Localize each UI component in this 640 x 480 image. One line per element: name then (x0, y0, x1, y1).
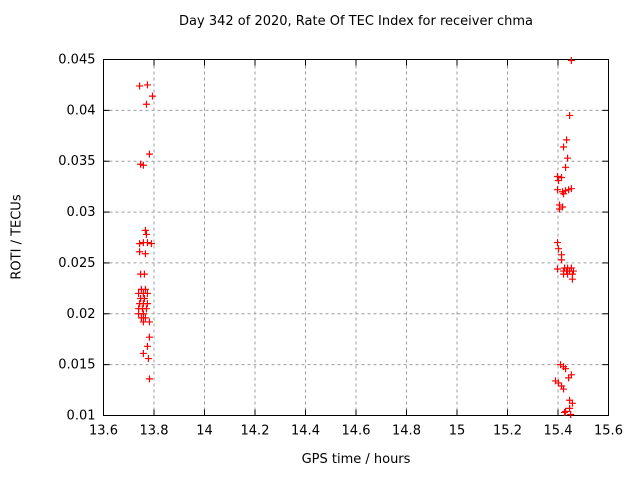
data-point-marker (553, 172, 561, 180)
data-point-marker (142, 305, 150, 313)
data-point-marker (563, 136, 571, 144)
data-point-marker (562, 407, 570, 415)
data-point-marker (553, 239, 561, 247)
data-point-marker (139, 161, 147, 169)
x-tick-label: 15 (449, 424, 466, 439)
data-point-marker (564, 154, 572, 162)
y-tick-label: 0.015 (58, 358, 95, 373)
data-point-marker (136, 82, 144, 90)
y-tick-label: 0.035 (58, 154, 95, 169)
y-tick-label: 0.04 (67, 103, 96, 118)
data-point-marker (566, 404, 574, 412)
x-tick-label: 15.2 (493, 424, 522, 439)
data-point-marker (145, 150, 153, 158)
data-point-marker (144, 355, 152, 363)
data-point-marker (147, 240, 155, 248)
data-point-marker (136, 248, 144, 256)
x-axis-label: GPS time / hours (301, 452, 411, 467)
x-tick-label: 13.6 (89, 424, 118, 439)
data-point-marker (558, 256, 566, 264)
data-point-marker (143, 239, 151, 247)
x-tick-label: 15.6 (594, 424, 623, 439)
data-point-marker (567, 410, 575, 418)
data-point-marker (145, 333, 153, 341)
data-point-marker (139, 310, 147, 318)
x-tick-label: 14 (196, 424, 213, 439)
y-tick-label: 0.02 (67, 307, 96, 322)
data-point-marker (148, 92, 156, 100)
data-point-marker (141, 285, 149, 293)
data-point-marker (555, 379, 563, 387)
data-point-marker (562, 365, 570, 373)
y-tick-label: 0.03 (67, 205, 96, 220)
data-point-marker (136, 240, 144, 248)
data-point-marker (143, 81, 151, 89)
data-point-marker (145, 375, 153, 383)
x-tick-label: 14.6 (342, 424, 371, 439)
data-point-marker (142, 100, 150, 108)
data-point-marker (141, 250, 149, 258)
data-point-marker (141, 226, 149, 234)
data-point-marker (568, 275, 576, 283)
data-point-marker (553, 265, 561, 273)
data-point-marker (567, 185, 575, 193)
data-point-marker (561, 408, 569, 416)
x-tick-label: 14.2 (241, 424, 270, 439)
data-point-marker (562, 163, 570, 171)
data-point-marker (145, 318, 153, 326)
y-tick-label: 0.025 (58, 256, 95, 271)
data-point-marker (140, 295, 148, 303)
data-point-marker (558, 173, 566, 181)
data-point-marker (139, 318, 147, 326)
data-point-marker (140, 270, 148, 278)
data-point-marker (569, 267, 577, 275)
data-point-marker (139, 349, 147, 357)
data-point-marker (568, 399, 576, 407)
y-tick-label: 0.045 (58, 53, 95, 68)
data-point-marker (141, 314, 149, 322)
data-point-marker (565, 374, 573, 382)
data-point-marker (560, 385, 568, 393)
data-point-marker (566, 111, 574, 119)
data-point-marker (142, 230, 150, 238)
data-point-marker (567, 57, 575, 65)
data-point-marker (560, 190, 568, 198)
chart-title: Day 342 of 2020, Rate Of TEC Index for r… (179, 14, 533, 29)
data-point-marker (143, 342, 151, 350)
x-tick-label: 14.8 (392, 424, 421, 439)
data-point-marker (555, 245, 563, 253)
x-tick-label: 14.4 (291, 424, 320, 439)
data-point-marker (560, 143, 568, 151)
data-point-marker (556, 205, 564, 213)
data-point-marker (553, 186, 561, 194)
x-tick-label: 15.4 (544, 424, 573, 439)
plot-border (103, 59, 609, 416)
data-point-marker (143, 289, 151, 297)
data-point-marker (555, 177, 563, 185)
data-point-marker (143, 300, 151, 308)
x-tick-label: 13.8 (140, 424, 169, 439)
y-tick-label: 0.01 (67, 409, 96, 424)
